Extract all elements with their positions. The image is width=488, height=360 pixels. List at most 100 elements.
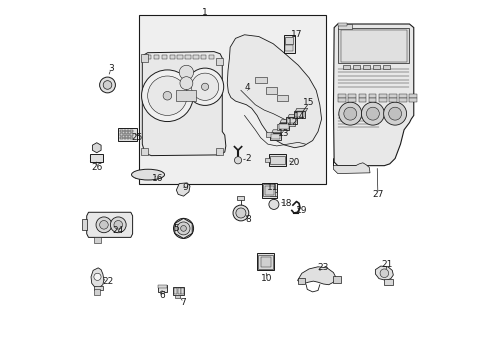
Text: 8: 8: [244, 215, 250, 224]
Bar: [363, 65, 369, 69]
Bar: [268, 154, 285, 166]
Bar: [139, 15, 325, 184]
Bar: [261, 183, 276, 198]
Bar: [279, 124, 288, 129]
Bar: [284, 36, 294, 53]
Circle shape: [100, 221, 108, 229]
Text: 15: 15: [303, 98, 314, 107]
Text: 13: 13: [278, 129, 289, 138]
Bar: [286, 117, 297, 125]
Bar: [372, 65, 380, 69]
Text: 21: 21: [381, 260, 392, 269]
Bar: [338, 28, 408, 63]
Bar: [260, 257, 270, 267]
Bar: [126, 130, 129, 132]
Circle shape: [179, 65, 193, 80]
Bar: [383, 65, 389, 69]
Text: 24: 24: [112, 226, 123, 235]
Bar: [285, 45, 293, 51]
Text: 17: 17: [290, 30, 302, 39]
Circle shape: [233, 205, 248, 221]
Bar: [340, 30, 406, 62]
Bar: [123, 134, 126, 135]
Bar: [123, 137, 126, 139]
Bar: [174, 295, 180, 298]
Bar: [237, 196, 244, 200]
Text: 9: 9: [182, 183, 188, 192]
Polygon shape: [280, 120, 292, 123]
Circle shape: [173, 219, 193, 238]
Bar: [201, 55, 206, 59]
Bar: [265, 87, 277, 94]
Bar: [276, 95, 287, 101]
Circle shape: [268, 199, 278, 210]
Text: 19: 19: [296, 206, 307, 215]
Bar: [141, 148, 148, 155]
Bar: [388, 98, 396, 102]
Bar: [286, 118, 296, 123]
Bar: [338, 94, 346, 98]
Bar: [126, 137, 129, 139]
Text: 26: 26: [91, 163, 102, 172]
Polygon shape: [176, 183, 190, 196]
Bar: [294, 112, 304, 117]
Text: 2: 2: [245, 154, 250, 163]
Bar: [126, 134, 129, 135]
Bar: [270, 156, 284, 164]
Bar: [378, 94, 386, 98]
Circle shape: [163, 91, 171, 100]
Text: 20: 20: [288, 158, 299, 167]
Polygon shape: [142, 51, 225, 156]
Bar: [263, 184, 275, 197]
Bar: [398, 94, 406, 98]
Circle shape: [96, 217, 112, 233]
Bar: [159, 291, 163, 293]
Circle shape: [147, 76, 187, 116]
Text: 16: 16: [152, 174, 163, 183]
Bar: [120, 134, 122, 135]
Bar: [94, 289, 100, 295]
Text: 5: 5: [173, 224, 179, 233]
Bar: [158, 285, 166, 292]
Bar: [333, 276, 340, 283]
Bar: [178, 288, 180, 294]
Bar: [378, 98, 386, 102]
Bar: [162, 55, 167, 59]
Bar: [337, 24, 351, 30]
Bar: [174, 288, 177, 294]
Bar: [120, 137, 122, 139]
Text: 11: 11: [267, 183, 278, 192]
Polygon shape: [287, 114, 300, 117]
Circle shape: [366, 107, 379, 120]
Circle shape: [110, 217, 126, 233]
Bar: [348, 94, 356, 98]
Bar: [130, 137, 132, 139]
Bar: [337, 23, 346, 26]
Bar: [358, 94, 366, 98]
Polygon shape: [86, 212, 132, 237]
Circle shape: [180, 77, 192, 90]
Circle shape: [338, 102, 361, 125]
Polygon shape: [227, 35, 321, 148]
Bar: [158, 285, 166, 288]
Bar: [338, 98, 346, 102]
Polygon shape: [297, 267, 335, 285]
Bar: [352, 65, 360, 69]
Bar: [383, 279, 392, 285]
Text: 18: 18: [281, 199, 292, 208]
Text: 7: 7: [180, 298, 186, 307]
Bar: [215, 148, 223, 155]
Bar: [265, 158, 269, 162]
Bar: [265, 132, 273, 137]
Bar: [270, 192, 277, 196]
Circle shape: [201, 83, 208, 90]
Bar: [348, 98, 356, 102]
Text: 1: 1: [201, 8, 207, 17]
Bar: [388, 94, 396, 98]
Bar: [408, 98, 416, 102]
Bar: [181, 288, 184, 294]
Circle shape: [191, 73, 218, 100]
Text: 23: 23: [317, 264, 328, 273]
Bar: [270, 134, 280, 139]
Bar: [257, 253, 274, 270]
